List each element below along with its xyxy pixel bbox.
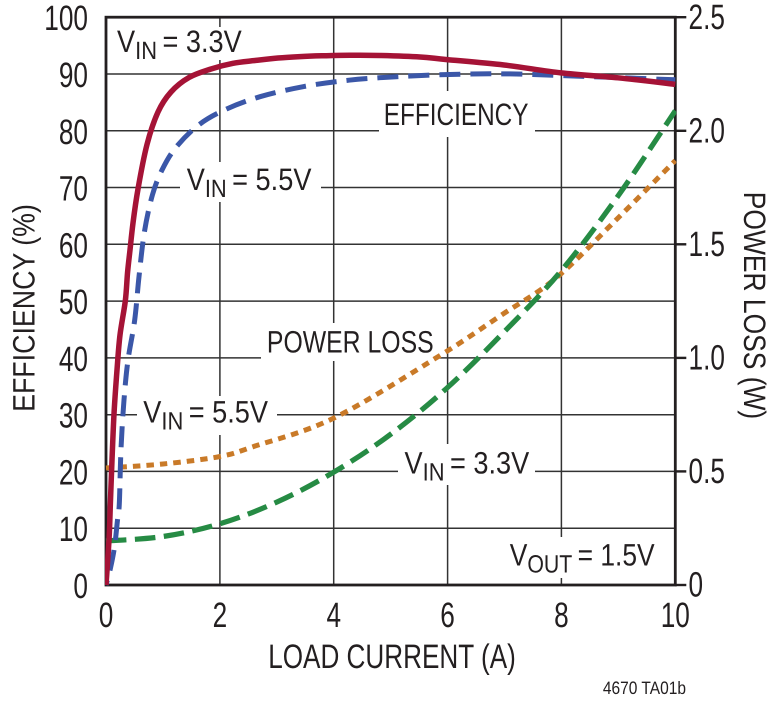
svg-text:2.0: 2.0 (689, 111, 725, 150)
svg-text:EFFICIENCY: EFFICIENCY (384, 97, 529, 132)
svg-text:90: 90 (59, 56, 88, 95)
svg-text:2: 2 (213, 596, 228, 635)
svg-text:POWER LOSS: POWER LOSS (267, 324, 434, 359)
svg-text:1.5: 1.5 (689, 225, 725, 264)
svg-text:VIN = 3.3V: VIN = 3.3V (405, 445, 530, 486)
svg-text:10: 10 (661, 596, 690, 635)
svg-text:50: 50 (59, 283, 88, 322)
svg-text:6: 6 (440, 596, 455, 635)
svg-text:1.0: 1.0 (689, 339, 725, 378)
svg-text:POWER LOSS (W): POWER LOSS (W) (737, 192, 770, 419)
svg-text:8: 8 (554, 596, 569, 635)
svg-text:2.5: 2.5 (689, 0, 725, 37)
svg-text:10: 10 (59, 510, 88, 549)
svg-text:4670 TA01b: 4670 TA01b (603, 678, 686, 697)
svg-text:VOUT = 1.5V: VOUT = 1.5V (510, 538, 655, 579)
svg-text:4: 4 (326, 596, 341, 635)
svg-text:60: 60 (59, 226, 88, 265)
svg-text:80: 80 (59, 113, 88, 152)
svg-text:0: 0 (99, 596, 114, 635)
svg-text:100: 100 (44, 0, 88, 38)
svg-text:0.5: 0.5 (689, 452, 725, 491)
svg-text:EFFICIENCY (%): EFFICIENCY (%) (7, 204, 42, 412)
svg-text:0: 0 (689, 566, 704, 605)
svg-text:20: 20 (59, 453, 88, 492)
svg-text:70: 70 (59, 170, 88, 209)
svg-text:40: 40 (59, 340, 88, 379)
svg-text:30: 30 (59, 397, 88, 436)
svg-text:LOAD CURRENT (A): LOAD CURRENT (A) (268, 638, 516, 676)
svg-text:0: 0 (73, 567, 88, 606)
